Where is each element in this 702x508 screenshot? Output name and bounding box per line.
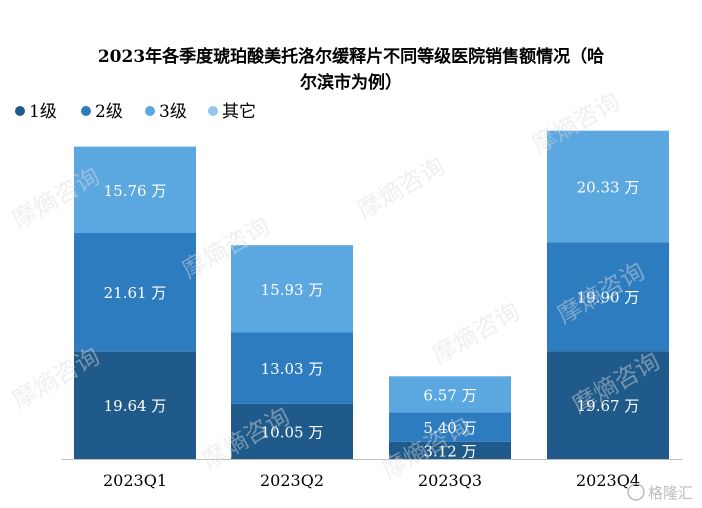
- watermark-text-3: 摩熵咨询: [352, 152, 449, 224]
- chart-title-line-1: 2023年各季度琥珀酸美托洛尔缓释片不同等级医院销售额情况（哈: [98, 46, 604, 67]
- bar-group-2023Q3: 3.12 万 5.40 万 6.57 万: [389, 376, 511, 461]
- data-label-2023Q2-3级: 15.93 万: [261, 281, 324, 299]
- bar-segment-2023Q4-1级: [547, 351, 669, 459]
- legend-item-3: 3级: [145, 102, 187, 122]
- bar-segment-2023Q4-3级: [547, 130, 669, 243]
- bar-segment-2023Q2-1级: [231, 403, 353, 459]
- legend-marker-4: [208, 106, 218, 116]
- legend-marker-2: [81, 106, 91, 116]
- data-label-2023Q3-2级: 5.40 万: [423, 419, 476, 437]
- bar-segment-2023Q2-3级: [231, 245, 353, 333]
- brand-logo-icon: [627, 483, 645, 501]
- data-label-2023Q2-2级: 13.03 万: [261, 360, 324, 378]
- bar-group-2023Q2: 10.05 万 13.03 万 15.93 万: [231, 245, 353, 459]
- x-tick-label-2023Q1: 2023Q1: [103, 471, 167, 490]
- legend-label-1: 1级: [29, 102, 57, 122]
- chart-title-line-2: 尔滨市为例）: [300, 72, 402, 93]
- data-label-2023Q3-3级: 6.57 万: [423, 386, 476, 404]
- bar-segment-2023Q3-1级: [389, 441, 511, 459]
- x-axis-tick-labels: 2023Q1 2023Q2 2023Q3 2023Q4: [103, 471, 640, 490]
- bar-segment-2023Q1-2级: [74, 232, 196, 352]
- legend-item-2: 2级: [81, 102, 123, 122]
- legend-item-4: 其它: [208, 102, 256, 122]
- bar-segment-2023Q4-2级: [547, 242, 669, 352]
- data-label-2023Q1-3级: 15.76 万: [104, 182, 167, 200]
- bar-segment-2023Q1-1级: [74, 351, 196, 459]
- x-tick-label-2023Q3: 2023Q3: [418, 471, 482, 490]
- bar-segment-2023Q3-2级: [389, 412, 511, 442]
- data-label-2023Q4-3级: 20.33 万: [577, 179, 640, 197]
- chart-title: 2023年各季度琥珀酸美托洛尔缓释片不同等级医院销售额情况（哈 尔滨市为例）: [98, 46, 604, 93]
- data-label-2023Q1-2级: 21.61 万: [104, 284, 167, 302]
- legend-item-1: 1级: [15, 102, 57, 122]
- data-label-2023Q2-1级: 10.05 万: [261, 424, 324, 442]
- data-label-2023Q1-1级: 19.64 万: [104, 397, 167, 415]
- brand-text: 格隆汇: [648, 484, 693, 502]
- legend-marker-1: [15, 106, 25, 116]
- bar-segment-2023Q1-3级: [74, 146, 196, 233]
- bar-group-2023Q1: 19.64 万 21.61 万 15.76 万: [74, 146, 196, 459]
- legend-label-4: 其它: [222, 102, 256, 122]
- legend-marker-3: [145, 106, 155, 116]
- data-label-2023Q4-2级: 19.90 万: [577, 289, 640, 307]
- bar-segment-2023Q2-2级: [231, 332, 353, 404]
- data-label-2023Q4-1级: 19.67 万: [577, 397, 640, 415]
- legend-label-3: 3级: [159, 102, 187, 122]
- watermark-text-7: 摩熵咨询: [427, 297, 524, 369]
- bar-segment-2023Q3-3级: [389, 376, 511, 413]
- x-tick-label-2023Q4: 2023Q4: [576, 471, 640, 490]
- bar-group-2023Q4: 19.67 万 19.90 万 20.33 万: [547, 130, 669, 459]
- legend: 1级 2级 3级 其它: [15, 102, 256, 122]
- data-label-2023Q3-1级: 3.12 万: [423, 443, 476, 461]
- x-tick-label-2023Q2: 2023Q2: [260, 471, 324, 490]
- bars-layer: 19.64 万 21.61 万 15.76 万 10.05 万 13.03 万 15.93…: [74, 130, 669, 461]
- legend-label-2: 2级: [95, 102, 123, 122]
- brand-mark: 格隆汇: [627, 483, 693, 502]
